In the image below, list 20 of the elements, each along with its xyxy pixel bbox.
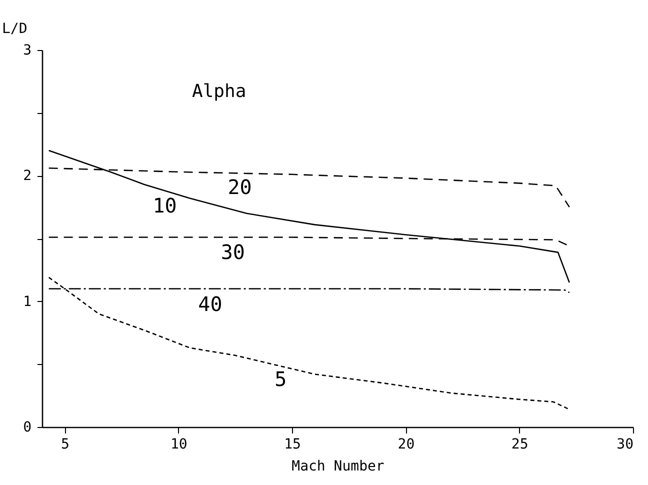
x-tick-label: 15 — [284, 436, 301, 452]
y-tick-label: 0 — [23, 420, 32, 436]
annotation: 40 — [198, 292, 222, 316]
x-tick-label: 25 — [511, 436, 528, 452]
annotation: 5 — [274, 367, 287, 392]
x-axis-title: Mach Number — [292, 458, 384, 474]
y-axis-title: L/D — [2, 21, 28, 37]
y-tick-label: 3 — [23, 42, 32, 58]
annotation: 20 — [228, 174, 252, 199]
annotation: 10 — [152, 194, 177, 218]
y-tick-label: 2 — [23, 168, 32, 184]
y-tick-label: 1 — [23, 294, 32, 310]
x-tick-label: 20 — [398, 436, 415, 452]
line-series — [48, 150, 570, 284]
x-tick-label: 30 — [616, 436, 634, 452]
line-series — [48, 276, 570, 410]
annotation: 30 — [220, 240, 245, 264]
x-tick-label: 5 — [61, 436, 70, 452]
legend-title: Alpha — [192, 81, 246, 102]
x-tick-label: 10 — [170, 436, 188, 452]
